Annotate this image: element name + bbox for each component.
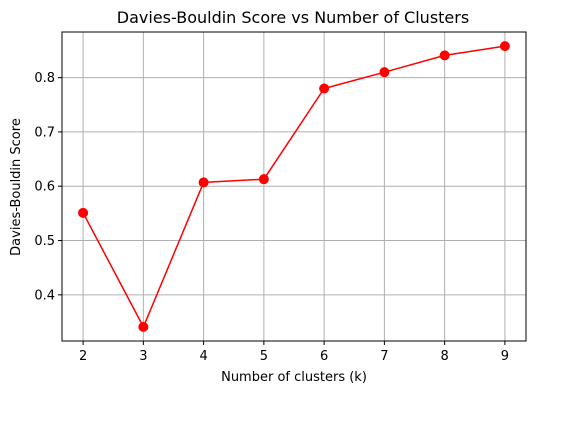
axis-ticks: 2 3 4 5 6 7 8 9 0.4 0.5 0.6 0.7 0.8 bbox=[34, 71, 509, 364]
plot-area-frame bbox=[61, 31, 527, 342]
y-tick-label: 0.5 bbox=[34, 234, 55, 249]
y-tick-label: 0.4 bbox=[34, 288, 55, 303]
data-point bbox=[439, 50, 450, 61]
x-tick-label: 8 bbox=[441, 349, 449, 364]
data-point bbox=[138, 321, 149, 332]
data-point bbox=[78, 207, 89, 218]
x-tick-label: 4 bbox=[199, 349, 207, 364]
chart-title: Davies-Bouldin Score vs Number of Cluste… bbox=[117, 8, 469, 27]
grid-lines bbox=[62, 32, 526, 341]
data-point bbox=[198, 177, 209, 188]
x-tick-label: 9 bbox=[501, 349, 509, 364]
y-axis-title: Davies-Bouldin Score bbox=[9, 118, 24, 256]
x-tick-label: 6 bbox=[320, 349, 328, 364]
x-tick-label: 7 bbox=[380, 349, 388, 364]
x-tick-label: 2 bbox=[79, 349, 87, 364]
data-point bbox=[319, 83, 330, 94]
data-point bbox=[499, 41, 510, 52]
series-line bbox=[82, 45, 506, 328]
data-point bbox=[379, 67, 390, 78]
data-point bbox=[258, 174, 269, 185]
series-layer bbox=[78, 41, 510, 332]
x-axis-title: Number of clusters (k) bbox=[221, 370, 367, 385]
y-tick-label: 0.6 bbox=[34, 180, 55, 195]
y-tick-label: 0.8 bbox=[34, 71, 55, 86]
x-tick-label: 5 bbox=[260, 349, 268, 364]
y-tick-label: 0.7 bbox=[34, 125, 55, 140]
x-tick-label: 3 bbox=[139, 349, 147, 364]
